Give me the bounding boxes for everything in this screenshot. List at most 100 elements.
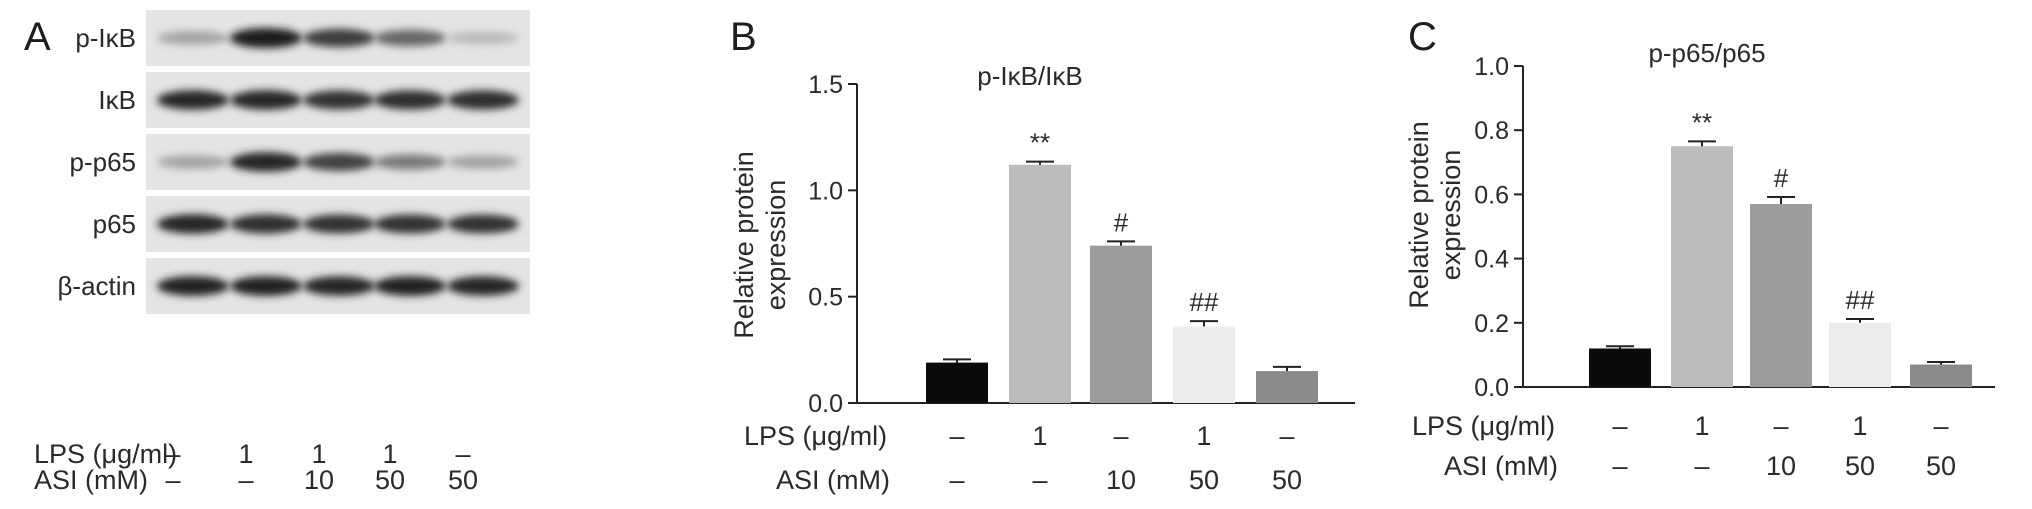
chart-b-y-axis-label: Relative proteinexpression [729, 151, 791, 339]
blot-row: p-p65 [70, 134, 530, 190]
panel-b-lps-label: LPS (μg/ml) [744, 421, 887, 451]
bar [1910, 364, 1972, 387]
bar [1009, 164, 1071, 403]
panel-c-lps-value: 1 [1852, 411, 1867, 441]
panel-a-lps-value: 1 [238, 439, 253, 469]
panel-a: A p-IκB IκB p-p65 p65 β-actin LPS (μg/ml) AS… [24, 10, 530, 495]
panel-a-lps-value: – [165, 439, 180, 469]
panel-c-lps-label: LPS (μg/ml) [1412, 411, 1555, 441]
bar [1256, 371, 1318, 403]
panel-b-asi-value: 10 [1106, 465, 1136, 495]
bar [1671, 146, 1733, 387]
blot-row-label: p-p65 [70, 147, 137, 177]
panel-c-lps-value: – [1612, 411, 1627, 441]
blot-band [157, 276, 229, 296]
panel-a-asi-value: 10 [304, 465, 334, 495]
blot-band [374, 29, 446, 47]
blot-band [230, 28, 302, 48]
panel-c-asi-value: – [1612, 451, 1627, 481]
panel-a-lps-value: – [455, 439, 470, 469]
blot-band [157, 31, 229, 45]
blot-band [157, 90, 229, 110]
y-tick-label: 1.5 [808, 71, 843, 99]
significance-label: ** [1030, 128, 1050, 158]
panel-c-asi-value: 50 [1845, 451, 1875, 481]
y-tick-label: 0.0 [808, 390, 843, 418]
chart-b-title: p-IκB/IκB [977, 61, 1082, 91]
bar [1750, 204, 1812, 387]
y-tick-label: 0.2 [1474, 310, 1509, 338]
panel-a-lps-label: LPS (μg/ml) [34, 439, 177, 469]
blot-band [374, 154, 446, 170]
blot-band [374, 90, 446, 110]
bar [1173, 326, 1235, 403]
panel-a-letter: A [24, 15, 51, 59]
y-tick-label: 0.5 [808, 284, 843, 312]
panel-b-lps-value: 1 [1032, 421, 1047, 451]
significance-label: ** [1692, 107, 1712, 137]
panel-a-lps-value: 1 [382, 439, 397, 469]
panel-c-lps-value: – [1933, 411, 1948, 441]
y-tick-label: 0.6 [1474, 181, 1509, 209]
panel-b: B p-IκB/IκB Relative proteinexpression 0… [729, 15, 1355, 495]
y-tick-label: 0.0 [1474, 374, 1509, 402]
blot-band [447, 214, 519, 234]
blot-row-label: IκB [98, 85, 136, 115]
bar [1829, 322, 1891, 387]
blot-band [303, 152, 375, 172]
panel-c-lps-value: – [1773, 411, 1788, 441]
blot-band [230, 214, 302, 234]
blot-row-label: β-actin [57, 271, 136, 301]
blot-row-label: p65 [93, 209, 136, 239]
blot-row: β-actin [57, 258, 530, 314]
panel-a-asi-value: – [165, 465, 180, 495]
y-tick-label: 0.8 [1474, 117, 1509, 145]
panel-b-conditions: LPS (μg/ml) ASI (mM) – – 1 – – 10 1 50 – 50 [744, 421, 1302, 495]
blot-band [374, 276, 446, 296]
panel-c-lps-value: 1 [1694, 411, 1709, 441]
chart-b: 0.00.51.01.5**### [808, 71, 1355, 418]
blot-band [157, 214, 229, 234]
panel-c: C p-p65/p65 Relative proteinexpression 0… [1404, 15, 1995, 481]
blot-band [447, 31, 519, 45]
panel-a-asi-value: 50 [375, 465, 405, 495]
panel-c-conditions: LPS (μg/ml) ASI (mM) – – 1 – – 10 1 50 – 50 [1412, 411, 1956, 481]
panel-a-lps-value: 1 [311, 439, 326, 469]
blot-row: p65 [93, 196, 530, 252]
significance-label: ## [1846, 285, 1875, 315]
blot-row: p-IκB [75, 10, 530, 66]
panel-a-asi-value: – [238, 465, 253, 495]
blot-row: IκB [98, 72, 530, 128]
panel-c-asi-value: 50 [1926, 451, 1956, 481]
significance-label: # [1774, 163, 1789, 193]
blot-band [303, 28, 375, 48]
panel-b-asi-value: 50 [1272, 465, 1302, 495]
blot-row-label: p-IκB [75, 23, 136, 53]
panel-c-asi-value: – [1694, 451, 1709, 481]
blot-band [303, 276, 375, 296]
panel-a-asi-value: 50 [448, 465, 478, 495]
y-tick-label: 0.4 [1474, 246, 1509, 274]
panel-b-asi-label: ASI (mM) [776, 465, 890, 495]
blot-band [230, 152, 302, 172]
panel-b-letter: B [730, 15, 757, 59]
panel-b-lps-value: – [1279, 421, 1294, 451]
bar [926, 362, 988, 403]
panel-c-letter: C [1408, 15, 1437, 59]
panel-b-lps-value: – [949, 421, 964, 451]
blot-rows: p-IκB IκB p-p65 p65 β-actin [57, 10, 530, 314]
panel-b-asi-value: – [949, 465, 964, 495]
y-tick-label: 1.0 [1474, 53, 1509, 81]
blot-band [303, 214, 375, 234]
significance-label: # [1114, 207, 1129, 237]
bar [1589, 348, 1651, 387]
significance-label: ## [1190, 287, 1219, 317]
blot-band [303, 90, 375, 110]
panel-b-lps-value: 1 [1196, 421, 1211, 451]
bar [1090, 245, 1152, 403]
panel-b-asi-value: 50 [1189, 465, 1219, 495]
y-tick-label: 1.0 [808, 177, 843, 205]
blot-band [447, 155, 519, 169]
